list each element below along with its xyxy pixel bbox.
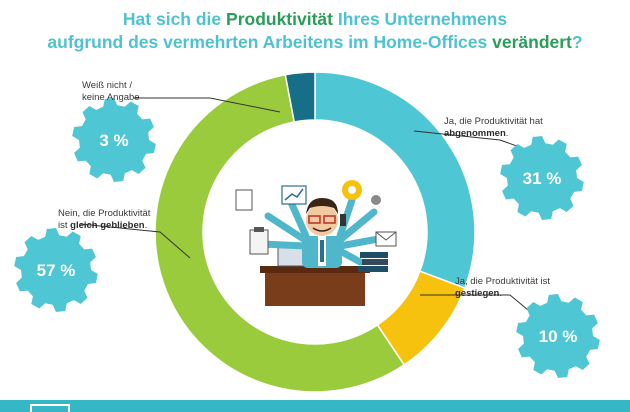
badge-value: 3 % [99,131,128,150]
gear-icon [516,294,600,378]
badge-abgenommen: 31 % [500,136,584,220]
badge-gestiegen: 10 % [516,294,600,378]
badge-value: 10 % [539,327,578,346]
gear-icon [72,98,156,182]
footer-bar [0,400,630,412]
gear-icon [500,136,584,220]
badge-value: 31 % [523,169,562,188]
label-abgenommen: Ja, die Produktivität hat abgenommen. [444,116,543,139]
footer-logo [30,404,70,412]
slice-weiss-nicht [284,71,316,123]
badge-value: 57 % [37,261,76,280]
label-gleich-geblieben: Nein, die Produktivität ist gleich gebli… [58,208,151,231]
chart-title: Hat sich die Produktivität Ihres Unterne… [47,9,583,52]
office-worker-illustration [235,180,397,306]
gear-icon [14,228,98,312]
label-gestiegen: Ja, die Produktivität ist gestiegen. [455,276,551,299]
badge-weiss-nicht: 3 % [72,98,156,182]
slice-abgenommen [314,71,476,289]
slice-gleich-geblieben [154,73,406,393]
badge-gleich-geblieben: 57 % [14,228,98,312]
label-weiss-nicht: Weiß nicht / keine Angabe [82,80,140,103]
